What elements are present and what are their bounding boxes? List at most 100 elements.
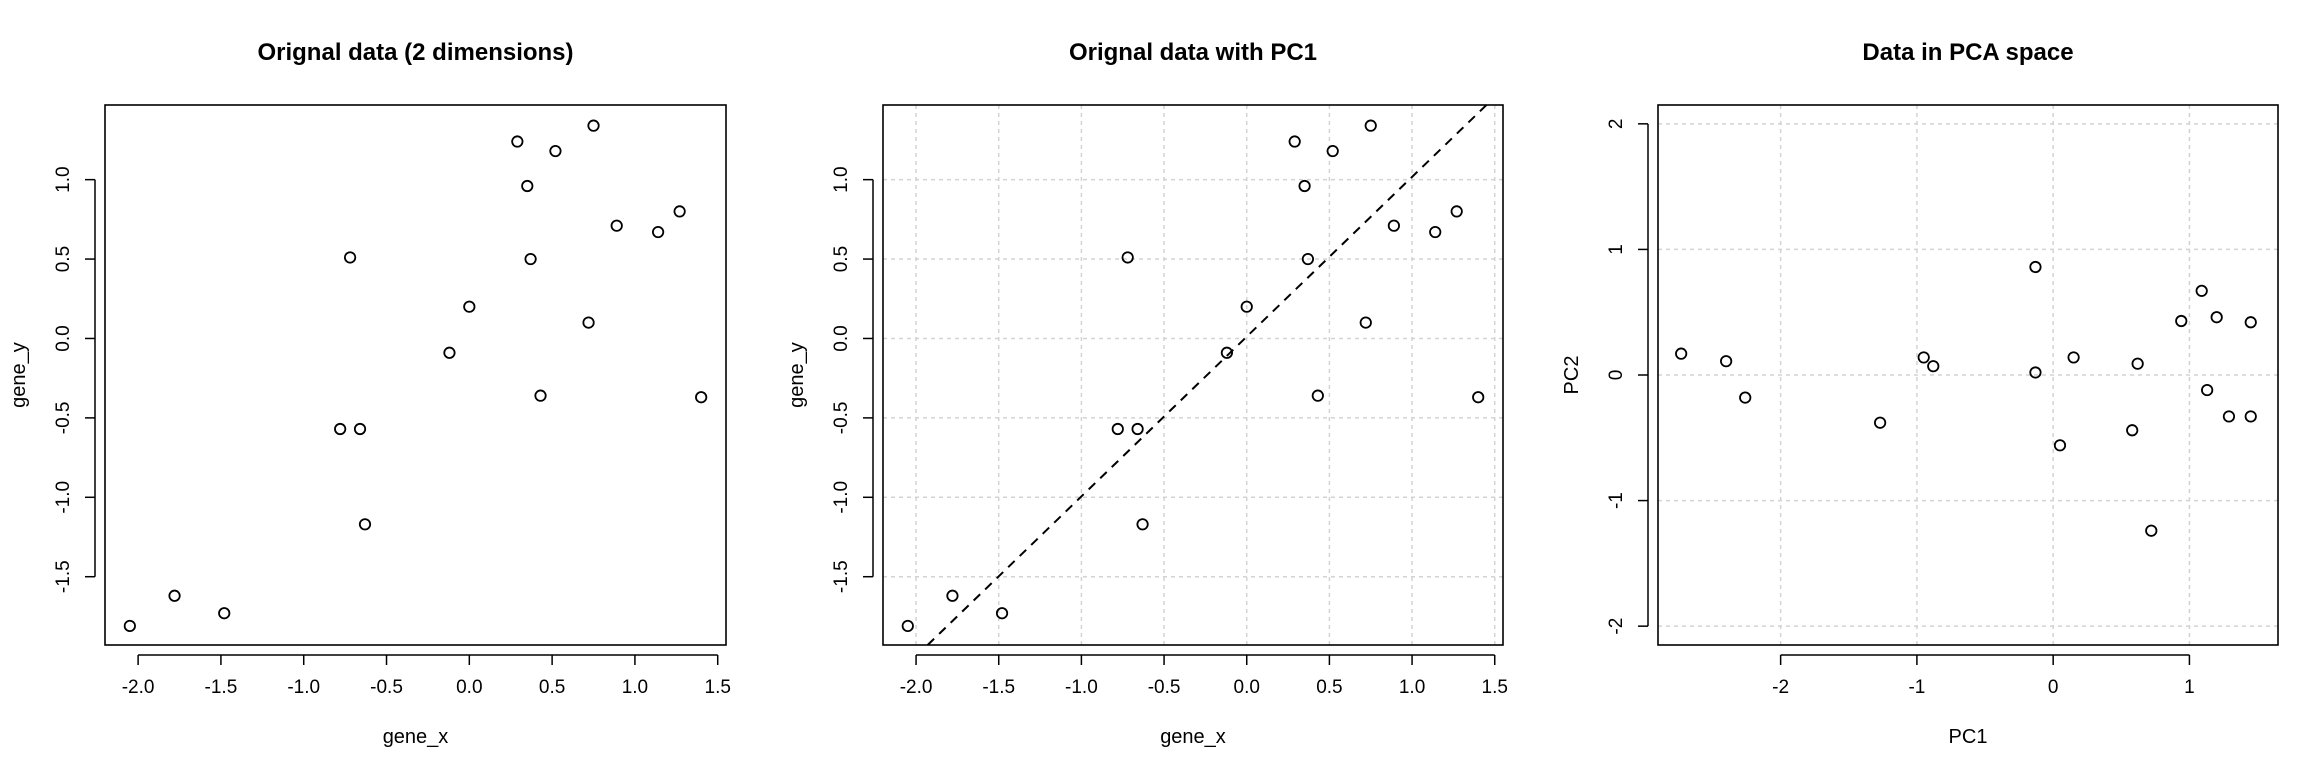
data-point — [1364, 119, 1377, 132]
y-tick-label: -0.5 — [53, 402, 74, 435]
data-point — [343, 251, 357, 264]
data-point — [1301, 252, 1315, 266]
data-point — [463, 300, 476, 313]
pc1-line — [926, 105, 1488, 645]
chart-panel-2: -2.0 -1.5 -1.0 -0.5 0.0 0.5 1.0 1.5 -1.5 -1.0 -0.5… — [786, 39, 1508, 748]
x-tick-label: 1.0 — [1399, 677, 1425, 698]
data-point — [511, 135, 524, 148]
x-tick-label: -1.5 — [982, 677, 1015, 698]
plot-frame — [1657, 104, 2279, 646]
data-point — [995, 607, 1009, 620]
data-point — [521, 179, 534, 193]
x-tick-label: 0.0 — [1234, 677, 1260, 698]
data-point — [2053, 439, 2067, 452]
data-point — [2029, 366, 2042, 379]
data-point — [582, 316, 595, 329]
data-point — [168, 589, 181, 602]
x-tick-label: -0.5 — [370, 677, 403, 698]
data-point — [1220, 346, 1233, 359]
x-tick-label: 1.5 — [1482, 677, 1508, 698]
y-tick-label: 0 — [1606, 370, 1627, 381]
data-point — [218, 607, 231, 620]
data-point — [123, 619, 136, 633]
data-point — [1136, 518, 1149, 531]
y-tick-label: 1 — [1606, 244, 1627, 255]
x-tick-label: 0.0 — [456, 677, 482, 698]
data-point — [549, 144, 562, 158]
data-point — [334, 422, 347, 436]
data-point — [1111, 422, 1124, 436]
x-tick-label: -1.0 — [1065, 677, 1098, 698]
y-tick-label: 1.0 — [53, 166, 74, 192]
x-tick-label: -1 — [1908, 677, 1925, 698]
data-point — [1288, 135, 1301, 148]
data-point — [1472, 391, 1485, 404]
data-point — [1927, 360, 1940, 373]
y-tick-label: 0.0 — [53, 325, 74, 351]
data-point — [1450, 205, 1463, 218]
data-point — [2195, 284, 2208, 297]
y-tick-label: -1 — [1606, 492, 1627, 509]
data-point — [443, 346, 456, 359]
data-point — [1874, 416, 1887, 429]
data-point — [2029, 260, 2042, 274]
y-tick-label: 0.5 — [53, 246, 74, 272]
data-point — [1121, 251, 1134, 264]
data-point — [901, 619, 914, 633]
y-axis-label: PC2 — [1561, 356, 1583, 395]
x-tick-label: -0.5 — [1148, 677, 1181, 698]
chart-title: Orignal data (2 dimensions) — [257, 39, 573, 66]
data-point — [2201, 383, 2214, 397]
y-tick-label: -1.0 — [53, 481, 74, 514]
data-point — [1131, 422, 1144, 436]
chart-title: Orignal data with PC1 — [1069, 39, 1317, 66]
data-point — [1739, 391, 1752, 404]
data-point — [2210, 311, 2223, 324]
data-point — [1429, 225, 1442, 239]
x-tick-label: 1.0 — [622, 677, 648, 698]
y-axis-label: gene_y — [8, 342, 30, 408]
data-point — [1720, 355, 1733, 368]
data-point — [1326, 144, 1339, 158]
data-point — [1311, 389, 1324, 402]
plot-frame — [104, 104, 727, 646]
x-tick-label: -2.0 — [122, 677, 155, 698]
data-point — [1917, 351, 1930, 364]
data-point — [946, 589, 959, 602]
data-point — [353, 422, 367, 436]
plot-frame — [882, 104, 1504, 646]
y-tick-label: 2 — [1606, 119, 1627, 130]
y-axis-label: gene_y — [786, 342, 808, 408]
x-tick-label: 1 — [2184, 677, 2195, 698]
data-point — [1240, 300, 1253, 313]
chart-title: Data in PCA space — [1862, 39, 2073, 66]
y-tick-label: -1.5 — [53, 560, 74, 593]
data-point — [2067, 351, 2080, 364]
x-axis-label: gene_x — [1160, 726, 1226, 748]
x-tick-label: -2.0 — [900, 677, 933, 698]
data-point — [534, 389, 547, 402]
x-tick-label: 1.5 — [705, 677, 731, 698]
x-tick-label: -1.5 — [205, 677, 238, 698]
data-point — [2222, 410, 2236, 423]
data-point — [610, 219, 623, 232]
data-point — [652, 225, 665, 239]
data-point — [1298, 179, 1311, 193]
data-point — [358, 518, 372, 531]
y-tick-label: 1.0 — [831, 166, 852, 192]
data-point — [2175, 314, 2188, 328]
data-point — [695, 391, 708, 404]
y-tick-label: -1.0 — [831, 481, 852, 514]
y-tick-label: -1.5 — [831, 560, 852, 593]
data-point — [1675, 347, 1688, 360]
x-tick-label: 0.5 — [539, 677, 565, 698]
data-point — [2244, 410, 2257, 423]
y-tick-label: 0.0 — [831, 325, 852, 351]
chart-panel-3: -2 -1 0 1 -2 -1 0 1 2 Data in PCA space PC1 PC2 — [1561, 39, 2279, 748]
x-tick-label: -1.0 — [287, 677, 320, 698]
data-point — [2145, 524, 2158, 537]
data-point — [587, 119, 600, 132]
data-point — [2244, 316, 2257, 329]
x-tick-label: 0.5 — [1316, 677, 1342, 698]
